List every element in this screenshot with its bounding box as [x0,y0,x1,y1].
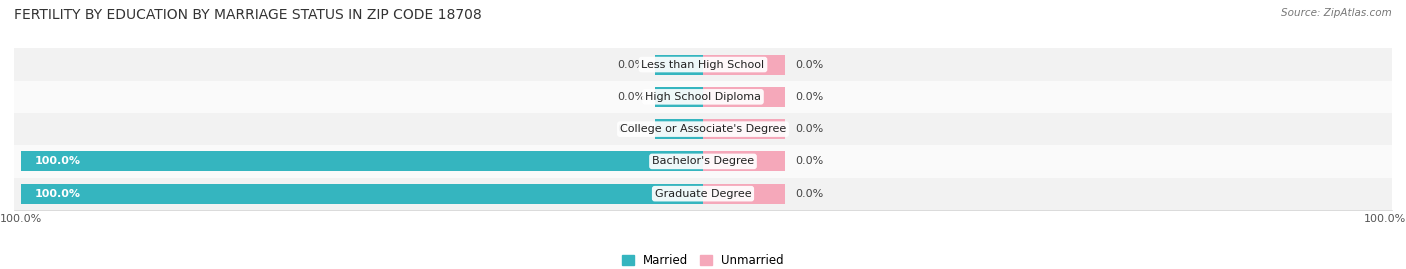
Bar [703,119,785,139]
Text: 0.0%: 0.0% [794,189,824,199]
Text: 0.0%: 0.0% [794,156,824,167]
Bar [21,184,703,204]
Bar [14,178,1392,210]
Text: 0.0%: 0.0% [794,92,824,102]
Legend: Married, Unmarried: Married, Unmarried [617,249,789,269]
Text: 0.0%: 0.0% [794,59,824,70]
Text: Less than High School: Less than High School [641,59,765,70]
Bar [703,184,785,204]
Bar [14,48,1392,81]
Text: Source: ZipAtlas.com: Source: ZipAtlas.com [1281,8,1392,18]
Text: 0.0%: 0.0% [617,92,645,102]
Text: 0.0%: 0.0% [617,124,645,134]
Text: High School Diploma: High School Diploma [645,92,761,102]
Bar [14,113,1392,145]
Bar [21,151,703,171]
Bar [655,55,703,75]
Bar [703,151,785,171]
Text: 100.0%: 100.0% [35,189,80,199]
Bar [14,145,1392,178]
Bar [703,87,785,107]
Text: FERTILITY BY EDUCATION BY MARRIAGE STATUS IN ZIP CODE 18708: FERTILITY BY EDUCATION BY MARRIAGE STATU… [14,8,482,22]
Text: Bachelor's Degree: Bachelor's Degree [652,156,754,167]
Text: Graduate Degree: Graduate Degree [655,189,751,199]
Text: 100.0%: 100.0% [35,156,80,167]
Text: College or Associate's Degree: College or Associate's Degree [620,124,786,134]
Bar [655,119,703,139]
Text: 0.0%: 0.0% [617,59,645,70]
Bar [655,87,703,107]
Text: 0.0%: 0.0% [794,124,824,134]
Bar [703,55,785,75]
Bar [14,81,1392,113]
